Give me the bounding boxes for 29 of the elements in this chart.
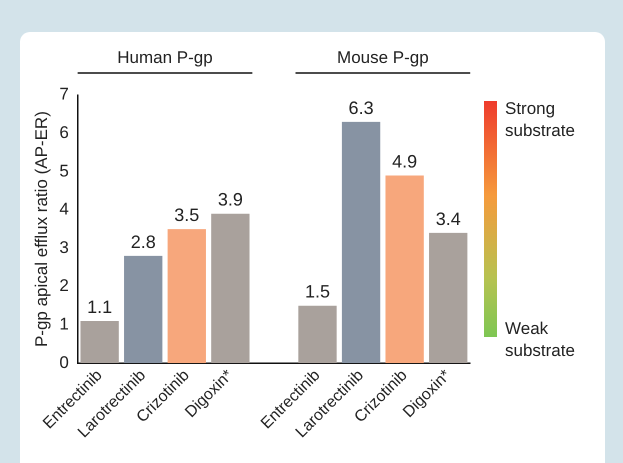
data-label: 6.3 xyxy=(348,98,374,118)
data-label: 2.8 xyxy=(130,232,156,252)
y-tick-label: 4 xyxy=(59,200,69,219)
y-tick-label: 1 xyxy=(59,314,69,334)
data-label: 1.5 xyxy=(304,282,330,302)
y-tick-label: 5 xyxy=(59,161,69,180)
bar xyxy=(211,214,250,364)
y-tick-label: 7 xyxy=(59,84,69,104)
data-label: 3.4 xyxy=(436,208,461,229)
text: Mouse P-gp xyxy=(337,48,429,67)
data-label: 1.1 xyxy=(87,296,112,317)
bar xyxy=(342,122,380,364)
data-label: 3.9 xyxy=(218,190,243,210)
text: Human P-gp xyxy=(117,48,213,67)
y-tick-label: 0 xyxy=(59,352,69,372)
y-tick-label: 3 xyxy=(59,238,69,257)
text: Weak substrate xyxy=(505,318,576,362)
bar xyxy=(385,175,424,364)
bar xyxy=(429,232,468,364)
y-tick-label: 6 xyxy=(59,122,69,142)
data-label: 3.5 xyxy=(174,205,200,226)
y-tick-label: 2 xyxy=(59,276,69,296)
bar xyxy=(168,229,206,364)
data-label: 4.9 xyxy=(392,151,418,172)
text: Strong substrate xyxy=(505,98,576,142)
bar xyxy=(298,306,337,364)
y-axis-title: P-gp apical efflux ratio (AP-ER) xyxy=(32,111,51,348)
bar xyxy=(124,256,162,364)
bar xyxy=(80,321,119,364)
